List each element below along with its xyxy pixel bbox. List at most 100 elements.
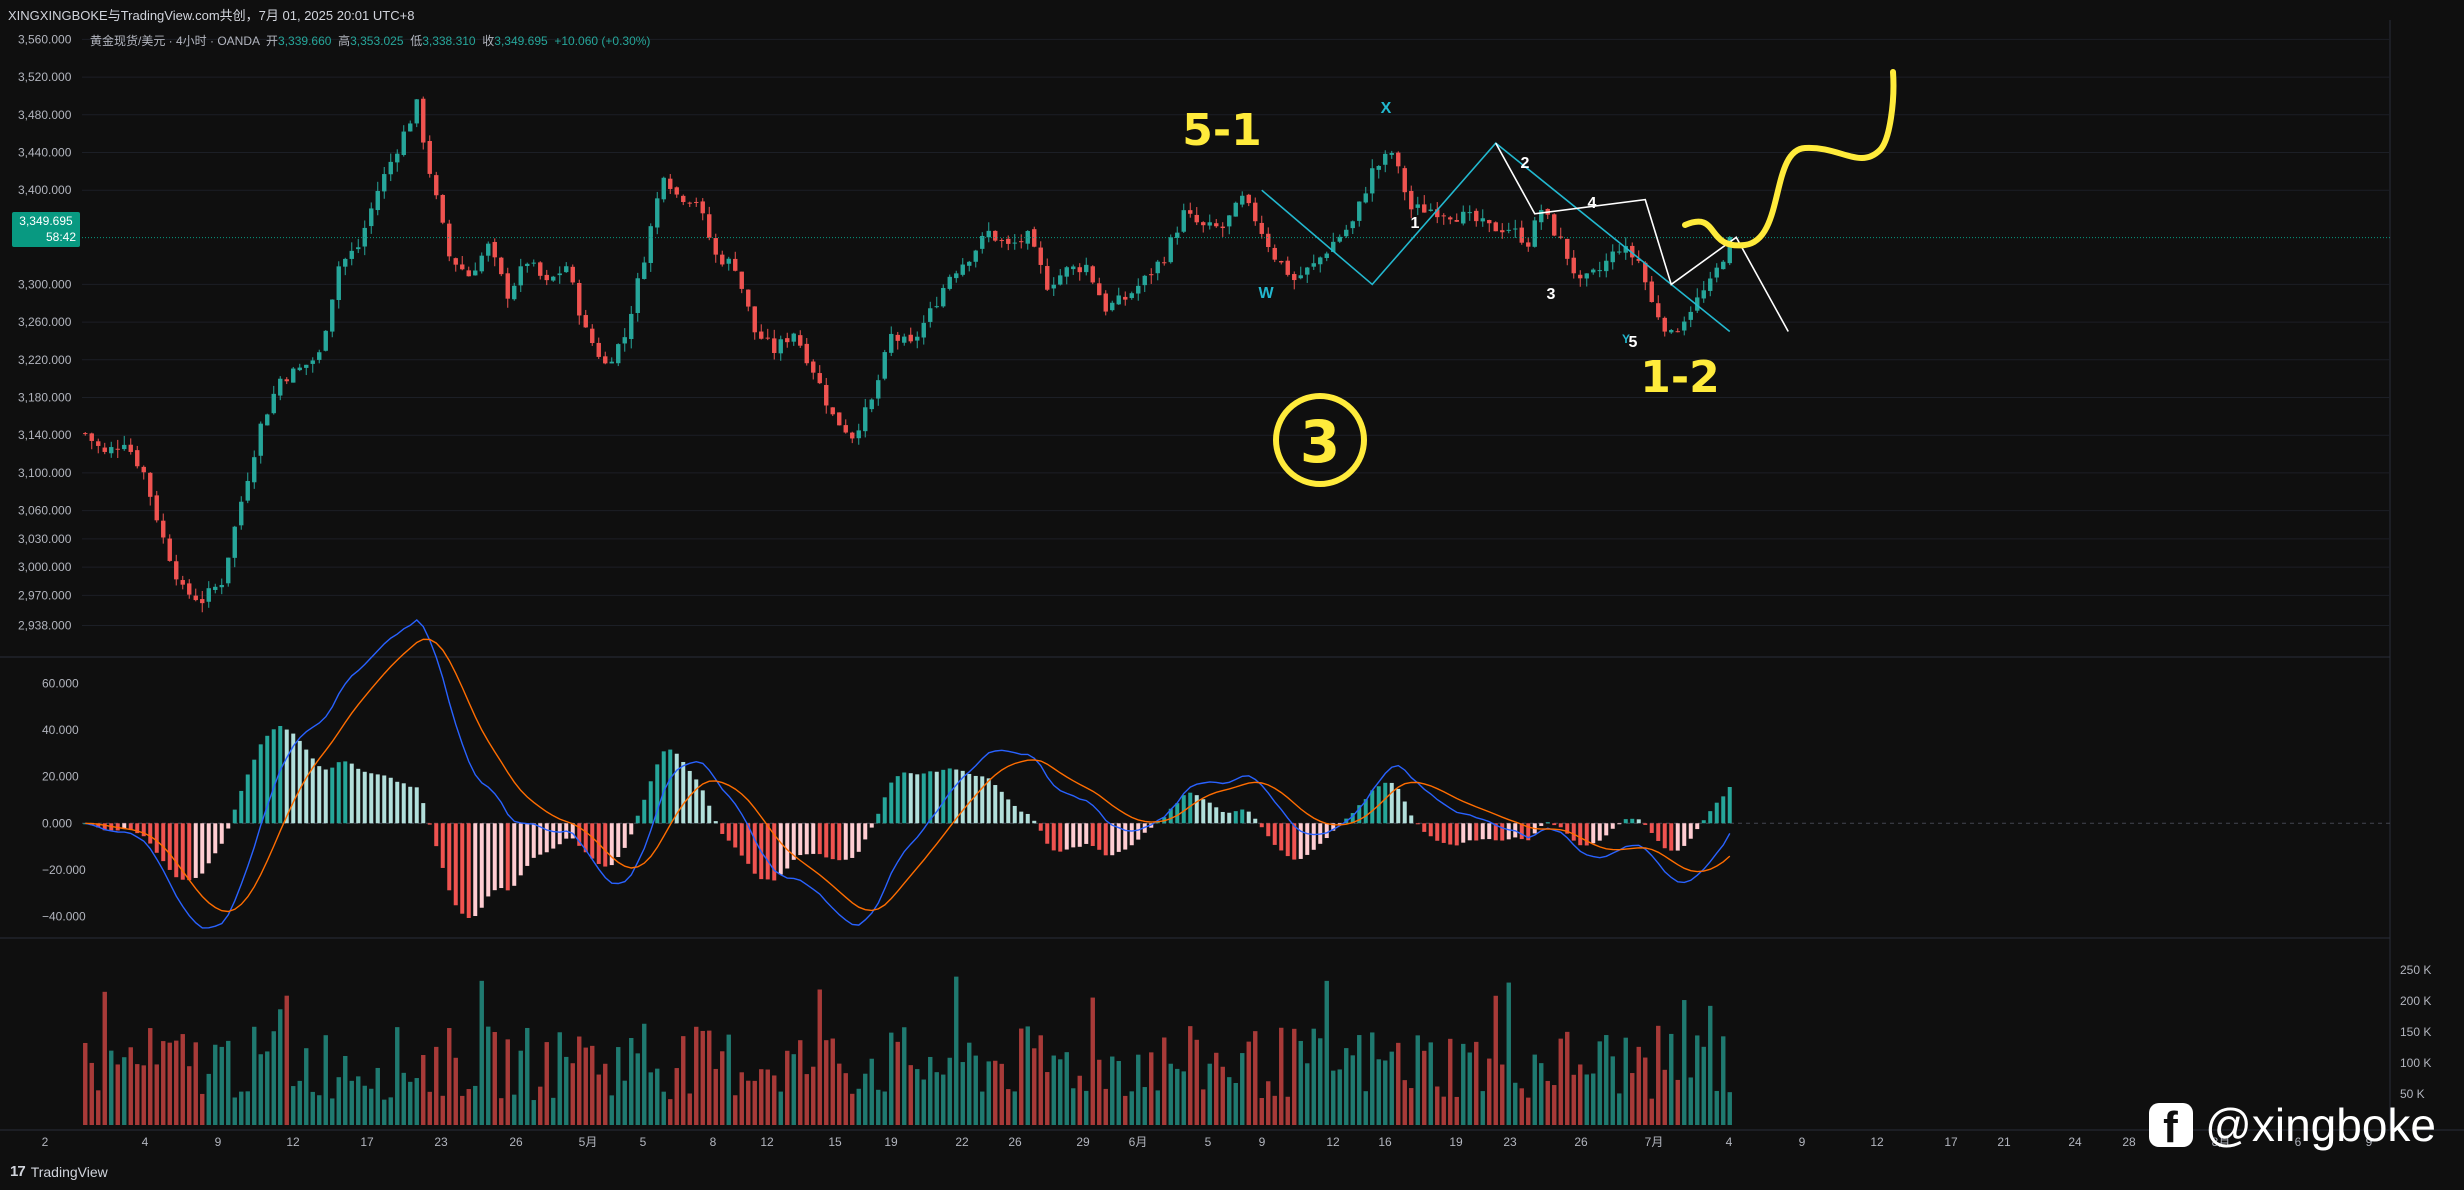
macd-histogram-bar xyxy=(960,770,965,824)
volume-bar xyxy=(1019,1028,1024,1125)
volume-bar xyxy=(141,1065,146,1125)
macd-histogram-bar xyxy=(1116,823,1121,852)
volume-bar xyxy=(596,1074,601,1125)
macd-histogram-bar xyxy=(583,823,588,853)
candle-body xyxy=(382,174,387,192)
macd-histogram-bar xyxy=(161,823,166,862)
volume-bar xyxy=(921,1079,926,1125)
macd-histogram-bar xyxy=(934,771,939,824)
macd-histogram-bar xyxy=(531,823,536,858)
macd-histogram-bar xyxy=(674,753,679,824)
macd-histogram-bar xyxy=(349,763,354,824)
macd-histogram-bar xyxy=(1136,823,1141,840)
volume-bar xyxy=(1675,1079,1680,1125)
volume-tick-label: 100 K xyxy=(2400,1056,2431,1070)
macd-histogram-bar xyxy=(856,823,861,852)
macd-histogram-bar xyxy=(915,774,920,824)
macd-histogram-bar xyxy=(635,815,640,824)
candle-body xyxy=(1097,283,1102,296)
volume-bar xyxy=(765,1069,770,1125)
volume-bar xyxy=(473,1085,478,1125)
volume-bar xyxy=(1220,1066,1225,1125)
volume-bar xyxy=(726,1034,731,1125)
volume-bar xyxy=(1006,1089,1011,1125)
volume-bar xyxy=(1552,1085,1557,1125)
volume-bar xyxy=(1474,1041,1479,1125)
open-label: 开 xyxy=(266,34,279,48)
macd-histogram-bar xyxy=(1467,823,1472,841)
macd-histogram-bar xyxy=(726,823,731,841)
candle-body xyxy=(1383,153,1388,165)
candle-body xyxy=(122,444,127,450)
volume-bar xyxy=(1012,1091,1017,1125)
macd-histogram-bar xyxy=(1682,823,1687,846)
volume-bar xyxy=(245,1091,250,1125)
close-label: 收 xyxy=(482,34,495,48)
macd-histogram-bar xyxy=(1077,823,1082,847)
time-tick-label: 26 xyxy=(509,1135,523,1149)
candle-body xyxy=(447,223,452,257)
macd-histogram-bar xyxy=(1103,823,1108,856)
macd-histogram-bar xyxy=(1051,823,1056,851)
candle-body xyxy=(960,264,965,275)
volume-bar xyxy=(772,1075,777,1125)
candle-body xyxy=(941,287,946,307)
macd-histogram-bar xyxy=(512,823,517,886)
macd-histogram-bar xyxy=(1487,823,1492,840)
candle-body xyxy=(1181,210,1186,232)
price-tick-label: 3,440.000 xyxy=(18,146,72,160)
candle-body xyxy=(1630,245,1635,258)
price-tick-label: 3,520.000 xyxy=(18,70,72,84)
macd-histogram-bar xyxy=(1552,823,1557,826)
candle-body xyxy=(921,322,926,338)
macd-histogram-bar xyxy=(401,783,406,824)
macd-histogram-bar xyxy=(765,823,770,880)
candle-body xyxy=(739,271,744,289)
wave-label: Y xyxy=(1622,332,1630,346)
candle-body xyxy=(89,433,94,441)
candle-body xyxy=(811,361,816,373)
macd-histogram-bar xyxy=(824,823,829,858)
candle-body xyxy=(245,480,250,501)
footer[interactable]: 17 TradingView xyxy=(10,1163,108,1180)
macd-histogram-bar xyxy=(1714,802,1719,824)
volume-bar xyxy=(1636,1046,1641,1125)
volume-bar xyxy=(583,1047,588,1125)
volume-bar xyxy=(1103,1088,1108,1125)
volume-bar xyxy=(1233,1082,1238,1125)
macd-histogram-bar xyxy=(453,823,458,906)
macd-histogram-bar xyxy=(1519,823,1524,840)
candle-body xyxy=(1344,229,1349,237)
macd-histogram-bar xyxy=(1064,823,1069,850)
volume-bar xyxy=(1435,1086,1440,1125)
volume-bar xyxy=(1415,1035,1420,1125)
volume-bar xyxy=(1272,1095,1277,1125)
volume-bar xyxy=(850,1093,855,1125)
time-tick-label: 5月 xyxy=(579,1135,598,1149)
macd-histogram-bar xyxy=(785,823,790,869)
candle-body xyxy=(1370,168,1375,194)
candle-body xyxy=(947,276,952,289)
volume-bar xyxy=(102,991,107,1125)
volume-bar xyxy=(947,1057,952,1125)
candle-body xyxy=(369,208,374,227)
volume-bar xyxy=(115,1064,120,1125)
volume-bar xyxy=(1363,1091,1368,1125)
price-tick-label: 3,560.000 xyxy=(18,32,72,46)
candle-body xyxy=(538,262,543,276)
time-tick-label: 6 xyxy=(2295,1135,2302,1149)
macd-histogram-bar xyxy=(1357,805,1362,824)
macd-tick-label: 40.000 xyxy=(42,723,79,737)
candle-body xyxy=(1058,275,1063,285)
candle-body xyxy=(674,187,679,195)
volume-bar xyxy=(1669,1033,1674,1125)
candle-body xyxy=(473,270,478,276)
candle-body xyxy=(1318,257,1323,265)
candle-body xyxy=(343,258,348,267)
volume-bar xyxy=(1279,1027,1284,1125)
macd-histogram-bar xyxy=(310,758,315,824)
time-tick-label: 2 xyxy=(42,1135,49,1149)
volume-bar xyxy=(1662,1069,1667,1125)
volume-bar xyxy=(681,1036,686,1125)
candle-body xyxy=(1467,212,1472,214)
